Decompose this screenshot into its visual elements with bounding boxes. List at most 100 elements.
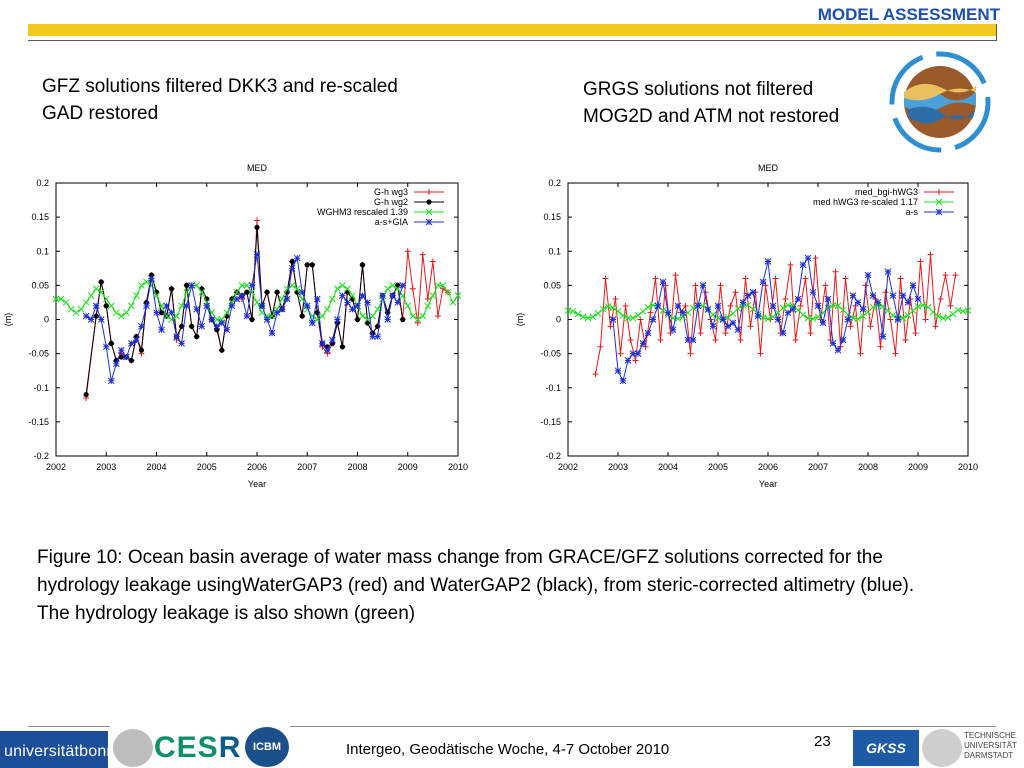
data-point [203, 302, 211, 310]
series-2 [609, 254, 922, 385]
data-point [339, 344, 346, 350]
icbm-logo: ICBM [245, 727, 289, 767]
data-point [424, 302, 432, 310]
y-tick-label: -0.2 [545, 451, 561, 461]
data-point [847, 323, 854, 330]
data-point [877, 343, 884, 350]
data-point [829, 340, 837, 347]
data-point [274, 289, 280, 295]
data-point [632, 357, 639, 364]
data-point [914, 303, 922, 310]
data-point [112, 360, 120, 368]
data-point [854, 299, 862, 306]
data-point [687, 350, 694, 357]
data-point [892, 350, 899, 357]
data-point [449, 299, 457, 306]
data-point [947, 302, 954, 309]
data-point [709, 322, 717, 330]
y-tick-label: 0 [44, 315, 49, 325]
data-point [77, 305, 85, 313]
series-3 [82, 251, 407, 385]
data-point [804, 254, 812, 262]
data-point [934, 312, 942, 320]
data-point [819, 319, 827, 327]
data-point [634, 312, 642, 319]
data-point [629, 350, 637, 357]
x-tick-label: 2003 [608, 462, 628, 472]
data-point [912, 330, 919, 337]
data-point [218, 319, 226, 327]
series-0 [83, 217, 451, 401]
data-point [614, 367, 622, 375]
series-line [85, 227, 404, 395]
data-point [102, 295, 110, 303]
header-accent-bar [28, 24, 996, 36]
legend-marker [936, 189, 942, 195]
data-point [359, 312, 366, 320]
data-point [629, 314, 637, 322]
legend-label: med hWG3 re-scaled 1.17 [813, 197, 918, 207]
data-point [657, 336, 664, 343]
right-caption-line-2: MOG2D and ATM not restored [583, 106, 840, 127]
data-point [188, 282, 196, 289]
data-point [303, 302, 311, 310]
data-point [394, 285, 402, 293]
data-point [884, 268, 892, 276]
data-point [649, 316, 657, 323]
left-panel-caption: GFZ solutions filtered DKK3 and re-scale… [42, 73, 398, 127]
data-point [737, 336, 744, 343]
data-point [604, 303, 612, 310]
header-rule [28, 40, 996, 41]
cesr-logo: CESR [154, 731, 241, 765]
figure-caption: Figure 10: Ocean basin average of water … [37, 547, 915, 624]
data-point [909, 282, 917, 289]
data-point [644, 303, 652, 311]
data-point [148, 272, 155, 278]
data-point [812, 255, 819, 262]
x-tick-label: 2005 [708, 462, 728, 472]
data-point [792, 336, 799, 343]
tu-line-3: DARMSTADT [964, 751, 1014, 760]
data-point [772, 275, 779, 282]
data-point [179, 323, 185, 329]
y-tick-label: -0.15 [540, 417, 561, 427]
data-point [108, 340, 114, 346]
uni-bonn-logo: universitätbonn [0, 731, 115, 768]
data-point [87, 316, 95, 323]
data-point [72, 309, 80, 317]
data-point [87, 292, 95, 299]
y-tick-label: -0.2 [33, 451, 49, 461]
data-point [313, 295, 321, 303]
data-point [173, 333, 180, 340]
data-point [318, 312, 326, 320]
data-point [238, 292, 246, 299]
footer-rule-right [290, 726, 996, 727]
data-point [419, 312, 427, 320]
data-point [919, 301, 927, 309]
data-point [193, 305, 201, 313]
data-point [929, 308, 937, 316]
data-point [344, 285, 351, 293]
x-tick-label: 2007 [297, 462, 317, 472]
data-point [834, 302, 842, 310]
tu-line-1: TECHNISCHE [964, 731, 1017, 740]
data-point [419, 251, 426, 258]
data-point [634, 350, 642, 357]
legend-marker [425, 208, 433, 216]
data-point [107, 302, 115, 310]
data-point [163, 302, 170, 310]
series-line [612, 256, 919, 383]
data-point [789, 305, 797, 313]
data-point [769, 313, 777, 321]
x-tick-label: 2008 [347, 462, 367, 472]
data-point [579, 313, 587, 321]
x-tick-label: 2002 [558, 462, 578, 472]
y-tick-label: 0.1 [36, 246, 49, 256]
data-point [117, 346, 125, 354]
data-point [263, 316, 271, 323]
data-point [359, 292, 366, 299]
uni-bonn-logo-text: universitätbonn [4, 743, 116, 760]
data-point [782, 296, 789, 303]
data-point [409, 312, 417, 320]
data-point [117, 312, 125, 320]
